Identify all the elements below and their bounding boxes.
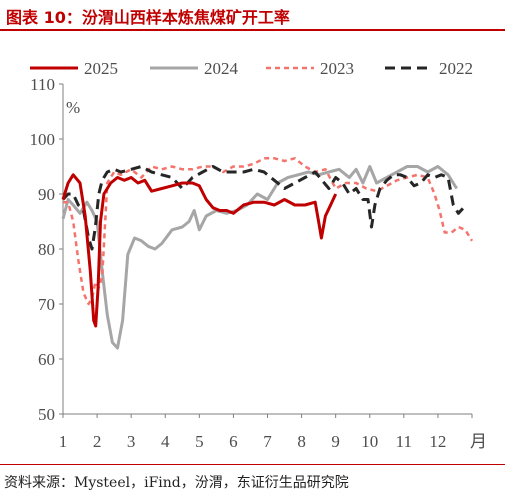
y-tick-label: 80 — [38, 240, 55, 259]
x-tick-label: 3 — [127, 432, 136, 451]
y-tick-label: 90 — [38, 185, 55, 204]
y-axis-unit-label: % — [66, 98, 80, 117]
y-tick-label: 50 — [38, 405, 55, 424]
x-axis-unit-label: 月 — [470, 432, 487, 451]
x-tick-label: 9 — [331, 432, 340, 451]
x-tick-label: 8 — [297, 432, 306, 451]
series-layer — [61, 157, 474, 350]
source-divider — [0, 464, 505, 465]
x-tick-label: 6 — [229, 432, 238, 451]
title-divider — [0, 29, 505, 31]
y-tick-label: 110 — [30, 75, 55, 94]
legend-label-2025: 2025 — [84, 59, 118, 78]
x-tick-label: 10 — [361, 432, 378, 451]
legend-label-2024: 2024 — [204, 59, 239, 78]
series-line-2023 — [63, 157, 474, 306]
x-tick-label: 2 — [93, 432, 102, 451]
series-line-2022 — [61, 165, 465, 251]
x-tick-label: 1 — [59, 432, 68, 451]
x-tick-label: 7 — [263, 432, 272, 451]
x-tick-label: 5 — [195, 432, 204, 451]
source-note: 资料来源：Mysteel，iFind，汾渭，东证衍生品研究院 — [4, 475, 349, 491]
legend-label-2023: 2023 — [320, 59, 354, 78]
y-tick-label: 70 — [38, 295, 55, 314]
x-tick-label: 12 — [429, 432, 446, 451]
x-tick-label: 4 — [161, 432, 170, 451]
legend: 2025 2024 2023 2022 — [30, 59, 473, 78]
series-line-2024 — [61, 165, 458, 350]
figure-title: 图表 10：汾渭山西样本炼焦煤矿开工率 — [6, 8, 290, 27]
x-tick-label: 11 — [396, 432, 412, 451]
y-tick-label: 100 — [30, 130, 56, 149]
y-tick-label: 60 — [38, 350, 55, 369]
series-line-2025 — [61, 173, 338, 328]
legend-label-2022: 2022 — [439, 59, 473, 78]
